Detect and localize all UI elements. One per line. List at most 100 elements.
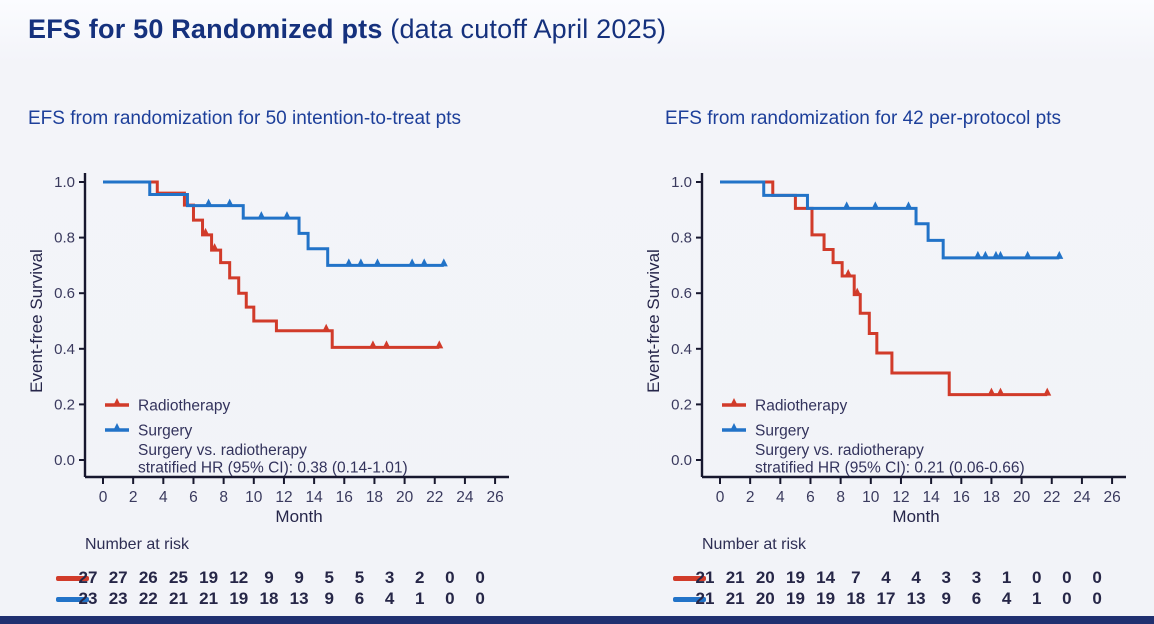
- hr-annotation-line: Surgery vs. radiotherapy: [755, 442, 924, 459]
- x-tick-label: 6: [189, 489, 198, 506]
- censor-tick-icon: [408, 258, 417, 267]
- censor-tick-icon: [356, 258, 365, 267]
- risk-count: 27: [78, 568, 98, 587]
- x-tick-label: 24: [1073, 489, 1091, 506]
- censor-tick-icon: [981, 250, 990, 259]
- legend-censor-icon: [113, 423, 121, 431]
- legend-label: Radiotherapy: [138, 398, 230, 415]
- risk-count: 0: [475, 589, 485, 608]
- km-curve-radiotherapy: [103, 180, 440, 349]
- risk-count: 23: [78, 589, 98, 608]
- risk-count: 19: [816, 589, 836, 608]
- risk-count: 1: [415, 589, 425, 608]
- risk-count: 21: [695, 589, 715, 608]
- censor-tick-icon: [987, 387, 996, 396]
- slide-title-suffix: (data cutoff April 2025): [382, 14, 667, 44]
- legend-censor-icon: [730, 398, 738, 406]
- censor-tick-icon: [322, 323, 331, 332]
- risk-count: 17: [876, 589, 896, 608]
- risk-count: 9: [324, 589, 334, 608]
- x-tick-label: 18: [983, 489, 1000, 506]
- risk-count: 2: [415, 568, 425, 587]
- censor-tick-icon: [439, 258, 448, 267]
- censor-tick-icon: [344, 258, 353, 267]
- risk-count: 9: [264, 568, 274, 587]
- y-tick-label: 0.6: [54, 285, 75, 302]
- km-curve-surgery: [720, 180, 1060, 260]
- y-tick-label: 1.0: [54, 174, 75, 191]
- censor-tick-icon: [282, 211, 291, 220]
- x-tick-label: 22: [426, 489, 443, 506]
- risk-count: 0: [1092, 568, 1102, 587]
- censor-tick-icon: [420, 258, 429, 267]
- censor-tick-icon: [844, 268, 853, 277]
- risk-count: 4: [1001, 589, 1012, 608]
- risk-count: 6: [354, 589, 365, 608]
- risk-count: 27: [108, 568, 128, 587]
- risk-count: 21: [169, 589, 188, 608]
- risk-count: 21: [725, 589, 745, 608]
- x-tick-label: 22: [1043, 489, 1060, 506]
- legend-label: Surgery: [138, 423, 193, 440]
- x-axis-title: Month: [892, 507, 939, 526]
- censor-tick-icon: [210, 243, 219, 252]
- censor-tick-icon: [382, 340, 391, 349]
- risk-count: 5: [354, 568, 365, 587]
- y-tick-label: 0.0: [54, 452, 75, 469]
- km-curve-radiotherapy: [720, 180, 1048, 397]
- x-tick-label: 0: [716, 489, 725, 506]
- risk-count: 18: [846, 589, 866, 608]
- risk-count: 4: [881, 568, 891, 587]
- y-tick-label: 0.2: [54, 396, 75, 413]
- censor-tick-icon: [368, 340, 377, 349]
- y-tick-label: 0.0: [671, 452, 692, 469]
- risk-count: 20: [755, 589, 775, 608]
- hr-annotation-line: stratified HR (95% CI): 0.21 (0.06-0.66): [755, 460, 1025, 477]
- risk-count: 9: [294, 568, 304, 587]
- risk-count: 26: [138, 568, 158, 587]
- risk-count: 20: [755, 568, 775, 587]
- x-tick-label: 6: [806, 489, 815, 506]
- x-tick-label: 0: [99, 489, 108, 506]
- x-tick-label: 20: [396, 489, 414, 506]
- x-tick-label: 26: [1103, 489, 1120, 506]
- legend-label: Radiotherapy: [755, 398, 847, 415]
- censor-tick-icon: [1055, 250, 1064, 259]
- risk-count: 9: [941, 589, 951, 608]
- risk-count: 5: [324, 568, 334, 587]
- risk-count: 4: [384, 589, 395, 608]
- km-plot-itt: 0.00.20.40.60.81.00 2 4 6 8 10 12 14 16 18 20 22 24 2…: [30, 173, 509, 526]
- x-tick-label: 4: [159, 489, 168, 506]
- chart-subtitle-per-protocol: EFS from randomization for 42 per-protoc…: [665, 108, 1062, 129]
- x-tick-label: 8: [836, 489, 845, 506]
- risk-count: 19: [199, 568, 219, 587]
- risk-count: 0: [1092, 589, 1102, 608]
- legend-label: Surgery: [755, 423, 810, 440]
- risk-count: 21: [695, 568, 715, 587]
- risk-table-label: Number at risk: [85, 536, 190, 553]
- risk-count: 7: [851, 568, 861, 587]
- risk-count: 19: [229, 589, 249, 608]
- censor-tick-icon: [973, 250, 982, 259]
- x-tick-label: 8: [219, 489, 228, 506]
- risk-count: 4: [911, 568, 921, 587]
- x-tick-label: 18: [366, 489, 383, 506]
- x-tick-label: 16: [336, 489, 353, 506]
- x-tick-label: 12: [892, 489, 909, 506]
- censor-tick-icon: [373, 258, 382, 267]
- censor-tick-icon: [996, 387, 1005, 396]
- legend-censor-icon: [113, 398, 121, 406]
- x-tick-label: 12: [275, 489, 292, 506]
- y-tick-label: 0.6: [671, 285, 692, 302]
- risk-count: 0: [445, 568, 455, 587]
- hr-annotation-line: stratified HR (95% CI): 0.38 (0.14-1.01): [138, 460, 408, 477]
- y-tick-label: 0.8: [54, 230, 75, 247]
- censor-tick-icon: [225, 198, 234, 207]
- risk-count: 13: [289, 589, 309, 608]
- x-tick-label: 2: [129, 489, 138, 506]
- x-tick-label: 16: [953, 489, 970, 506]
- slide-title-main: EFS for 50 Randomized pts: [28, 14, 383, 44]
- risk-marker-radiotherapy-icon: [56, 576, 89, 581]
- risk-count: 25: [169, 568, 188, 587]
